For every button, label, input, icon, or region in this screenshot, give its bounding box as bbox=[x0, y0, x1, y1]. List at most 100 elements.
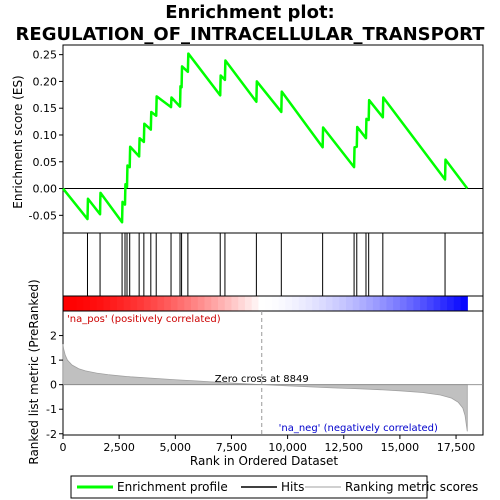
x-tick-label: 12,500 bbox=[324, 441, 363, 454]
color-bar-segment bbox=[63, 296, 71, 311]
color-bar-segment bbox=[258, 296, 266, 311]
color-bar-segment bbox=[123, 296, 131, 311]
legend: Enrichment profile Hits Ranking metric s… bbox=[70, 475, 478, 499]
color-bar-segment bbox=[265, 296, 273, 311]
color-bar-segment bbox=[399, 296, 408, 311]
metric-panel: -2 -1 0 1 2 0 2,500 5,000 7,500 10,000 12,500 15,00… bbox=[46, 310, 484, 454]
color-bar-segment bbox=[379, 296, 388, 311]
color-bar-segment bbox=[69, 296, 78, 311]
color-bar-segment bbox=[96, 296, 105, 311]
es-y-tick-label: -0.05 bbox=[29, 209, 57, 222]
color-bar-segment bbox=[312, 296, 320, 311]
color-bar-segment bbox=[325, 296, 334, 311]
color-bar-segment bbox=[406, 296, 414, 311]
color-bar-segment bbox=[345, 296, 354, 311]
color-bar-segment bbox=[460, 296, 468, 311]
color-bar-segment bbox=[271, 296, 280, 311]
chart-title-line-1: Enrichment plot: bbox=[165, 2, 335, 23]
color-bar-segment bbox=[372, 296, 381, 311]
color-bar-segment bbox=[211, 296, 219, 311]
color-bar-segment bbox=[191, 296, 199, 311]
hits-frame bbox=[62, 232, 484, 297]
color-bar-segment bbox=[157, 296, 165, 311]
ranked-color-bar bbox=[62, 295, 484, 312]
color-bar-segment bbox=[116, 296, 125, 311]
x-axis-label: Rank in Ordered Dataset bbox=[190, 454, 338, 468]
color-bar-segment bbox=[305, 296, 313, 311]
color-bar-segment bbox=[244, 296, 253, 311]
color-bar-segment bbox=[137, 296, 145, 311]
color-bar-segment bbox=[339, 296, 347, 311]
color-bar-segment bbox=[143, 296, 152, 311]
color-bar-segment bbox=[170, 296, 179, 311]
chart-title-line-2: REGULATION_OF_INTRACELLULAR_TRANSPORT bbox=[16, 24, 486, 45]
metric-plot-frame bbox=[62, 310, 484, 436]
color-bar-segment bbox=[251, 296, 260, 311]
legend-metric-label: Ranking metric scores bbox=[345, 480, 478, 494]
metric-y-tick-label: 2 bbox=[50, 330, 57, 343]
color-bar-segment bbox=[231, 296, 239, 311]
enrichment-profile-line bbox=[62, 52, 469, 224]
color-bar-segment bbox=[433, 296, 441, 311]
x-tick-label: 2,500 bbox=[103, 441, 135, 454]
color-bar-segment bbox=[447, 296, 455, 311]
color-bar-segment bbox=[217, 296, 226, 311]
color-bar-segment bbox=[413, 296, 421, 311]
es-y-tick-label: 0.15 bbox=[33, 102, 58, 115]
x-tick-label: 7,500 bbox=[216, 441, 248, 454]
es-y-tick-label: 0.00 bbox=[33, 183, 58, 196]
es-y-tick-label: 0.10 bbox=[33, 129, 58, 142]
color-bar-segment bbox=[103, 296, 111, 311]
metric-y-tick-label: -2 bbox=[46, 428, 57, 441]
negative-correlation-label: 'na_neg' (negatively correlated) bbox=[279, 423, 438, 434]
color-bar-segment bbox=[89, 296, 98, 311]
color-bar-segment bbox=[298, 296, 307, 311]
es-y-tick-label: 0.25 bbox=[33, 49, 58, 62]
color-bar-segment bbox=[130, 296, 138, 311]
metric-y-axis-label: Ranked list metric (PreRanked) bbox=[27, 279, 41, 464]
color-bar-segment bbox=[359, 296, 367, 311]
color-bar-segment bbox=[204, 296, 212, 311]
color-bar-segment bbox=[366, 296, 374, 311]
color-bar-segment bbox=[278, 296, 286, 311]
color-bar-segment bbox=[83, 296, 91, 311]
color-bar-segment bbox=[426, 296, 435, 311]
x-tick-label: 17,500 bbox=[437, 441, 476, 454]
color-bar-segment bbox=[184, 296, 192, 311]
hits-panel bbox=[62, 232, 484, 297]
color-bar-segment bbox=[224, 296, 233, 311]
legend-enrichment-label: Enrichment profile bbox=[117, 480, 228, 494]
positive-correlation-label: 'na_pos' (positively correlated) bbox=[67, 314, 221, 325]
color-bar-segment bbox=[292, 296, 300, 311]
es-y-tick-label: 0.05 bbox=[33, 156, 58, 169]
zero-cross-label: Zero cross at 8849 bbox=[215, 374, 309, 385]
x-tick-label: 0 bbox=[60, 441, 67, 454]
metric-y-tick-label: 1 bbox=[50, 354, 57, 367]
metric-y-tick-label: -1 bbox=[46, 403, 57, 416]
legend-hits-label: Hits bbox=[281, 480, 304, 494]
color-bar-segment bbox=[420, 296, 428, 311]
x-tick-label: 10,000 bbox=[268, 441, 307, 454]
color-bar-segment bbox=[150, 296, 158, 311]
color-bar-segment bbox=[238, 296, 246, 311]
color-bar-segment bbox=[393, 296, 401, 311]
ranking-metric-area bbox=[62, 344, 468, 432]
es-y-axis-label: Enrichment score (ES) bbox=[11, 75, 25, 208]
color-bar-segment bbox=[76, 296, 84, 311]
metric-y-tick-label: 0 bbox=[50, 379, 57, 392]
color-bar-segment bbox=[386, 296, 394, 311]
color-bar-segment bbox=[352, 296, 361, 311]
color-bar-segment bbox=[285, 296, 293, 311]
x-tick-label: 15,000 bbox=[381, 441, 420, 454]
color-bar-segment bbox=[110, 296, 118, 311]
es-y-tick-label: 0.20 bbox=[33, 75, 58, 88]
color-bar-segment bbox=[453, 296, 462, 311]
color-bar-segment bbox=[332, 296, 340, 311]
color-bar-segment bbox=[164, 296, 172, 311]
color-bar-segment bbox=[440, 296, 448, 311]
color-bar-segment bbox=[197, 296, 206, 311]
es-panel: -0.05 0.00 0.05 0.10 0.15 0.20 0.25 bbox=[29, 44, 484, 234]
color-bar-segment bbox=[319, 296, 327, 311]
color-bar-segment bbox=[177, 296, 185, 311]
